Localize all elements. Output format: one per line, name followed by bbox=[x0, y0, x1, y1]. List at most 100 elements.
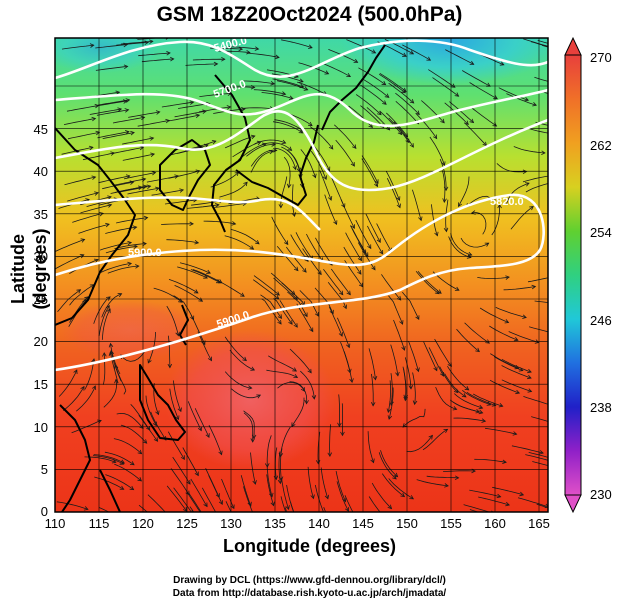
streamline bbox=[114, 364, 127, 395]
streamline-arrowhead bbox=[91, 175, 97, 180]
streamline-arrowhead bbox=[129, 485, 135, 491]
streamline bbox=[141, 58, 174, 63]
streamline-arrowhead bbox=[125, 174, 131, 179]
streamline bbox=[146, 175, 179, 183]
streamline bbox=[167, 114, 200, 122]
streamline-arrowhead bbox=[186, 479, 191, 485]
streamline-arrowhead bbox=[515, 389, 521, 395]
streamline-arrowhead bbox=[203, 502, 208, 508]
streamline-arrowhead bbox=[346, 343, 351, 349]
streamline-arrowhead bbox=[272, 147, 278, 153]
streamline-arrowhead bbox=[79, 254, 85, 259]
y-tick-label: 20 bbox=[34, 334, 48, 349]
streamline bbox=[240, 475, 252, 506]
streamline bbox=[287, 291, 308, 317]
streamline bbox=[302, 248, 322, 275]
x-tick-label: 120 bbox=[132, 516, 154, 531]
streamline-arrowhead bbox=[402, 87, 407, 93]
streamline-arrowhead bbox=[142, 241, 147, 247]
streamline-arrowhead bbox=[287, 146, 293, 151]
streamline bbox=[291, 397, 305, 427]
streamline bbox=[324, 194, 337, 225]
streamline-arrowhead bbox=[527, 388, 533, 393]
streamline bbox=[190, 478, 208, 507]
streamline bbox=[179, 262, 211, 274]
x-tick-label: 140 bbox=[308, 516, 330, 531]
streamline bbox=[360, 105, 384, 128]
streamline-arrowhead bbox=[353, 58, 359, 63]
streamline bbox=[111, 146, 144, 154]
streamline-arrowhead bbox=[150, 152, 156, 158]
streamline-arrowhead bbox=[243, 181, 248, 187]
streamline bbox=[174, 110, 207, 118]
streamline bbox=[338, 394, 340, 427]
streamline-arrowhead bbox=[302, 268, 307, 273]
streamline bbox=[199, 93, 232, 97]
streamline bbox=[453, 417, 486, 422]
streamline-arrowhead bbox=[347, 368, 352, 374]
streamline bbox=[470, 106, 497, 127]
streamline-arrowhead bbox=[314, 311, 319, 317]
chart-title: GSM 18Z20Oct2024 (500.0hPa) bbox=[156, 3, 463, 26]
streamline-arrowhead bbox=[469, 118, 475, 124]
streamline bbox=[471, 211, 487, 235]
streamline-arrowhead bbox=[174, 174, 180, 179]
streamline-arrowhead bbox=[481, 418, 487, 423]
streamline-arrowhead bbox=[140, 115, 146, 121]
streamline-arrowhead bbox=[88, 145, 94, 151]
streamline-arrowhead bbox=[214, 203, 220, 208]
streamline bbox=[98, 507, 110, 512]
streamline bbox=[229, 349, 255, 371]
streamline-arrowhead bbox=[401, 346, 406, 351]
streamline bbox=[114, 178, 146, 186]
streamline bbox=[186, 491, 201, 512]
streamline bbox=[330, 268, 351, 295]
colorbar-top-arrow bbox=[564, 36, 582, 56]
streamline bbox=[323, 268, 344, 295]
streamline bbox=[306, 233, 324, 262]
streamline bbox=[230, 388, 261, 399]
streamline bbox=[432, 77, 459, 97]
streamline-arrowhead bbox=[550, 45, 554, 49]
streamline-arrowhead bbox=[130, 130, 135, 136]
streamline bbox=[128, 111, 160, 118]
plot-frame bbox=[54, 37, 549, 513]
streamline bbox=[116, 412, 144, 429]
streamline bbox=[267, 355, 297, 372]
streamline bbox=[97, 99, 130, 106]
streamline-arrowhead bbox=[292, 165, 297, 171]
streamline bbox=[464, 122, 487, 146]
colorbar-tick-label: 270 bbox=[590, 50, 612, 65]
streamline-arrowhead bbox=[304, 399, 309, 405]
x-tick-label: 135 bbox=[264, 516, 286, 531]
y-tick-label: 10 bbox=[34, 420, 48, 435]
streamline-arrowhead bbox=[371, 49, 377, 54]
streamline-arrowhead bbox=[344, 507, 349, 512]
streamline bbox=[216, 279, 245, 297]
streamline-arrowhead bbox=[349, 378, 354, 384]
streamline-arrowhead bbox=[518, 367, 524, 372]
streamline bbox=[310, 150, 327, 180]
streamline bbox=[281, 282, 305, 306]
streamline-arrowhead bbox=[327, 196, 333, 201]
streamline bbox=[166, 485, 188, 512]
streamline bbox=[230, 229, 260, 245]
streamline-arrowhead bbox=[408, 385, 414, 390]
streamline-arrowhead bbox=[469, 60, 475, 65]
streamline bbox=[266, 435, 272, 467]
streamline bbox=[208, 425, 222, 455]
streamline-arrowhead bbox=[454, 286, 460, 291]
streamline bbox=[161, 223, 194, 225]
streamline-arrowhead bbox=[370, 458, 375, 464]
streamline bbox=[401, 291, 420, 320]
streamline-arrowhead bbox=[152, 421, 157, 427]
streamline-arrowhead bbox=[326, 166, 331, 172]
streamline-arrowhead bbox=[496, 493, 502, 499]
streamline-arrowhead bbox=[350, 161, 355, 167]
streamline-arrowhead bbox=[442, 198, 447, 203]
streamline-arrowhead bbox=[242, 356, 247, 362]
streamline bbox=[101, 308, 111, 340]
streamline-arrowhead bbox=[485, 339, 490, 344]
streamline bbox=[406, 435, 433, 453]
streamline bbox=[96, 109, 129, 116]
